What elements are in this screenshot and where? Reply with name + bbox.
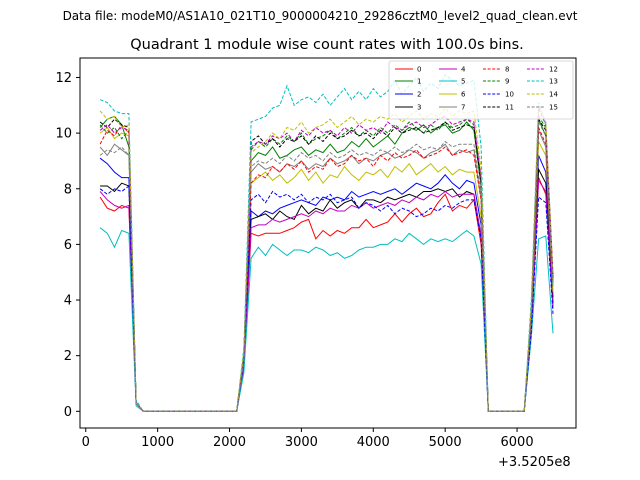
legend-label-3: 3 xyxy=(417,104,421,112)
legend-label-14: 14 xyxy=(549,91,558,99)
series-line-13 xyxy=(99,73,554,412)
x-tick-label: 6000 xyxy=(501,435,534,450)
x-tick-label: 3000 xyxy=(285,435,318,450)
y-axis: 0 2 4 6 8 10 12 xyxy=(55,71,80,420)
series-line-6 xyxy=(99,126,554,412)
legend-label-7: 7 xyxy=(461,104,465,112)
y-tick-label: 2 xyxy=(64,349,72,364)
series-line-9 xyxy=(99,114,554,412)
x-tick-label: 5000 xyxy=(429,435,462,450)
y-tick-label: 12 xyxy=(55,71,72,86)
x-offset-label: +3.5205e8 xyxy=(498,455,571,470)
legend-label-15: 15 xyxy=(549,104,558,112)
series-line-10 xyxy=(99,185,554,412)
legend-label-13: 13 xyxy=(549,78,558,86)
legend-label-12: 12 xyxy=(549,66,558,74)
legend-label-10: 10 xyxy=(505,91,514,99)
legend-label-6: 6 xyxy=(461,91,466,99)
series-line-1 xyxy=(99,115,554,412)
series-line-12 xyxy=(99,107,554,412)
legend-box xyxy=(388,60,574,120)
figure-suptitle: Data file: modeM0/AS1A10_021T10_90000042… xyxy=(63,9,578,23)
chart-title: Quadrant 1 module wise count rates with … xyxy=(130,37,524,53)
series-layer xyxy=(99,73,554,412)
legend-label-8: 8 xyxy=(505,66,509,74)
series-line-14 xyxy=(99,105,554,412)
legend-label-2: 2 xyxy=(417,91,421,99)
series-line-7 xyxy=(99,130,554,412)
series-line-8 xyxy=(99,123,554,412)
legend-label-0: 0 xyxy=(417,66,421,74)
y-tick-label: 8 xyxy=(64,182,72,197)
legend-label-1: 1 xyxy=(417,78,421,86)
x-tick-label: 0 xyxy=(82,435,90,450)
legend-label-4: 4 xyxy=(461,66,466,74)
legend-label-9: 9 xyxy=(505,78,509,86)
y-tick-label: 6 xyxy=(64,238,72,253)
x-tick-label: 4000 xyxy=(357,435,390,450)
x-tick-label: 2000 xyxy=(213,435,246,450)
y-tick-label: 0 xyxy=(64,405,72,420)
legend-label-11: 11 xyxy=(505,104,514,112)
series-line-15 xyxy=(99,120,554,412)
x-axis: 0 1000 2000 3000 4000 5000 6000 xyxy=(82,428,534,450)
axes-frame xyxy=(79,57,577,429)
y-tick-label: 10 xyxy=(55,127,72,142)
y-tick-label: 4 xyxy=(64,294,72,309)
legend-label-5: 5 xyxy=(461,78,465,86)
x-tick-label: 1000 xyxy=(141,435,174,450)
